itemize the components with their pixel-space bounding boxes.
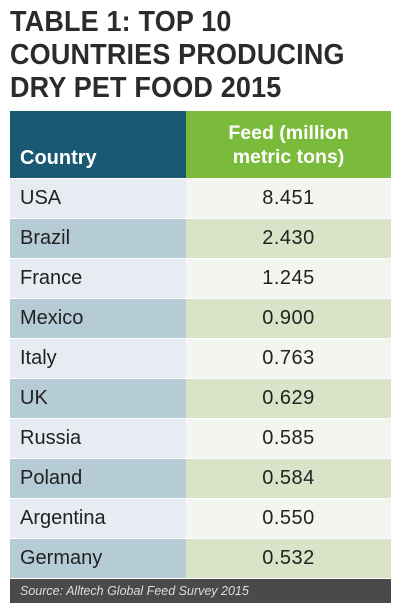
country-cell: Argentina [10, 499, 186, 538]
title-line-1: TABLE 1: TOP 10 [10, 6, 232, 38]
table-header: Country Feed (million metric tons) [10, 111, 391, 178]
country-cell: Germany [10, 539, 186, 578]
table-row: Mexico 0.900 [10, 298, 391, 338]
feed-value-cell: 2.430 [186, 219, 391, 258]
header-feed: Feed (million metric tons) [186, 111, 391, 178]
source-note: Source: Alltech Global Feed Survey 2015 [10, 579, 391, 603]
feed-value-cell: 0.584 [186, 459, 391, 498]
table-row: Russia 0.585 [10, 418, 391, 458]
table-row: Brazil 2.430 [10, 218, 391, 258]
country-cell: Russia [10, 419, 186, 458]
data-table: Country Feed (million metric tons) USA 8.… [10, 111, 391, 603]
table-row: Argentina 0.550 [10, 498, 391, 538]
table-row: Italy 0.763 [10, 338, 391, 378]
feed-value-cell: 0.763 [186, 339, 391, 378]
feed-value-cell: 0.585 [186, 419, 391, 458]
feed-value-cell: 1.245 [186, 259, 391, 298]
country-cell: Mexico [10, 299, 186, 338]
country-cell: Brazil [10, 219, 186, 258]
table-title: TABLE 1: TOP 10 COUNTRIES PRODUCING DRY … [10, 6, 369, 105]
country-cell: USA [10, 179, 186, 218]
title-line-2: COUNTRIES PRODUCING [10, 39, 345, 71]
header-feed-line-1: Feed (million [228, 121, 349, 144]
country-cell: UK [10, 379, 186, 418]
country-cell: Italy [10, 339, 186, 378]
header-country: Country [10, 111, 186, 178]
title-line-3: DRY PET FOOD 2015 [10, 72, 282, 104]
feed-value-cell: 0.900 [186, 299, 391, 338]
table-body: USA 8.451 Brazil 2.430 France 1.245 Mexico 0.90… [10, 178, 391, 578]
country-cell: Poland [10, 459, 186, 498]
header-feed-line-2: metric tons) [232, 145, 345, 168]
country-cell: France [10, 259, 186, 298]
feed-value-cell: 0.532 [186, 539, 391, 578]
table-row: UK 0.629 [10, 378, 391, 418]
feed-value-cell: 0.550 [186, 499, 391, 538]
feed-value-cell: 8.451 [186, 179, 391, 218]
table-row: Germany 0.532 [10, 538, 391, 578]
table-row: Poland 0.584 [10, 458, 391, 498]
table-row: France 1.245 [10, 258, 391, 298]
table-row: USA 8.451 [10, 178, 391, 218]
feed-value-cell: 0.629 [186, 379, 391, 418]
